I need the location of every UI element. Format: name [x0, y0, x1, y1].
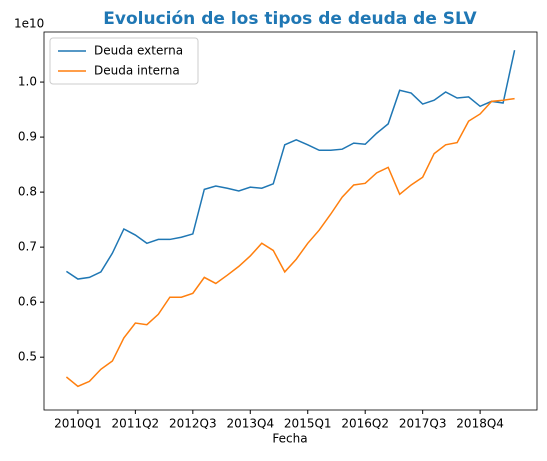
x-tick-label: 2013Q4 [226, 417, 274, 431]
legend-label: Deuda externa [94, 44, 183, 58]
x-tick-label: 2010Q1 [54, 417, 102, 431]
x-tick-label: 2012Q3 [169, 417, 217, 431]
y-tick-label: 0.7 [18, 240, 37, 254]
y-tick-label: 0.6 [18, 295, 37, 309]
y-tick-label: 0.9 [18, 130, 37, 144]
x-tick-label: 2017Q3 [399, 417, 447, 431]
x-tick-label: 2018Q4 [456, 417, 504, 431]
x-axis-label: Fecha [272, 432, 307, 446]
x-tick-label: 2016Q2 [341, 417, 389, 431]
legend-label: Deuda interna [94, 64, 180, 78]
y-tick-label: 0.8 [18, 185, 37, 199]
x-tick-label: 2011Q2 [112, 417, 160, 431]
line-series [65, 50, 516, 280]
legend-box [49, 37, 199, 85]
y-tick-label: 1.0 [18, 75, 37, 89]
y-tick-label: 0.5 [18, 350, 37, 364]
plot-frame [43, 31, 538, 411]
x-tick-label: 2015Q1 [284, 417, 332, 431]
chart-title: Evolución de los tipos de deuda de SLV [103, 9, 477, 29]
line-series [65, 97, 515, 388]
offset-label: 1e10 [14, 17, 44, 31]
